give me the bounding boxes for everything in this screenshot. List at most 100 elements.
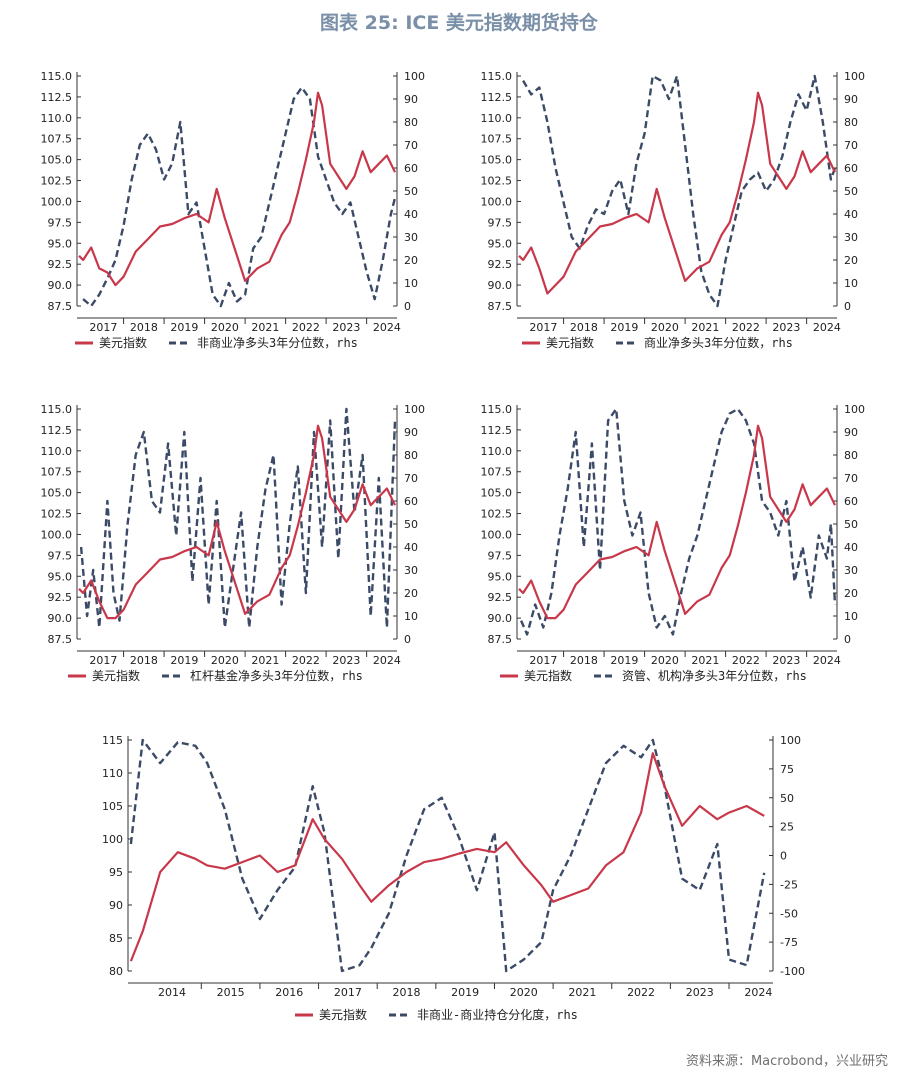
right-tick-label: 30: [844, 564, 858, 577]
x-tick-label: 2023: [772, 654, 800, 667]
right-tick-label: 40: [844, 208, 858, 221]
right-tick-label: 80: [404, 449, 418, 462]
left-tick-label: 100.0: [481, 195, 513, 208]
left-tick-label: 100: [102, 833, 123, 846]
x-tick-label: 2024: [813, 321, 841, 334]
right-tick-label: 30: [404, 564, 418, 577]
x-tick-label: 2023: [772, 321, 800, 334]
left-tick-label: 97.5: [48, 549, 73, 562]
left-tick-label: 95.0: [488, 237, 513, 250]
left-tick-label: 112.5: [481, 424, 513, 437]
right-tick-label: 80: [844, 449, 858, 462]
right-tick-label: -50: [780, 907, 798, 920]
legend-label-index: 美元指数: [99, 335, 147, 350]
x-tick-label: 2018: [570, 321, 598, 334]
x-tick-label: 2019: [170, 654, 198, 667]
right-tick-label: 50: [844, 518, 858, 531]
legend-label-index: 美元指数: [524, 668, 572, 683]
left-tick-label: 87.5: [488, 300, 513, 313]
x-tick-label: 2024: [373, 321, 401, 334]
x-tick-label: 2018: [570, 654, 598, 667]
left-tick-label: 87.5: [488, 633, 513, 646]
x-tick-label: 2019: [610, 654, 638, 667]
right-tick-label: 60: [404, 162, 418, 175]
right-tick-label: 50: [404, 518, 418, 531]
left-tick-label: 110.0: [41, 445, 73, 458]
left-tick-label: 92.5: [488, 591, 513, 604]
left-tick-label: 110.0: [481, 445, 513, 458]
right-tick-label: 70: [404, 139, 418, 152]
left-tick-label: 105: [102, 800, 123, 813]
dollar-index-line: [78, 91, 396, 287]
chart-panel-2: 115.0 112.5 110.0 107.5 105.0 102.5 100.0 97.5 9…: [481, 70, 866, 350]
left-tick-label: 115.0: [41, 403, 73, 416]
left-tick-label: 95.0: [488, 570, 513, 583]
x-tick-label: 2016: [275, 986, 303, 999]
positions-series-line: [522, 74, 837, 308]
left-tick-label: 105.0: [481, 154, 513, 167]
left-tick-label: 90.0: [48, 279, 73, 292]
right-tick-label: 20: [844, 254, 858, 267]
right-tick-label: 50: [404, 185, 418, 198]
x-tick-label: 2017: [334, 986, 362, 999]
right-tick-label: 90: [844, 426, 858, 439]
x-tick-label: 2020: [651, 321, 679, 334]
x-tick-label: 2022: [732, 654, 760, 667]
source-note: 资料来源：Macrobond，兴业研究: [685, 1054, 888, 1069]
right-tick-label: 70: [844, 139, 858, 152]
left-tick-label: 92.5: [488, 258, 513, 271]
x-tick-label: 2023: [332, 321, 360, 334]
right-tick-label: 100: [844, 403, 865, 416]
right-tick-label: 60: [404, 495, 418, 508]
chart-panel-5: 115 110 105 100 95 90 85 80 100 75 50 25 0 -25 -50 -75 -…: [102, 734, 805, 1022]
left-tick-label: 92.5: [48, 258, 73, 271]
chart-panel-4: 115.0 112.5 110.0 107.5 105.0 102.5 100.0 97.5 9…: [481, 403, 866, 683]
right-tick-label: -100: [780, 965, 805, 978]
chart-panel-1: 115.0 112.5 110.0 107.5 105.0 102.5 100.0 97.5 9…: [41, 70, 426, 350]
x-tick-label: 2023: [686, 986, 714, 999]
right-tick-label: 40: [404, 208, 418, 221]
x-tick-label: 2024: [744, 986, 772, 999]
x-tick-label: 2017: [89, 654, 117, 667]
left-tick-label: 100.0: [481, 528, 513, 541]
left-tick-label: 85: [109, 932, 123, 945]
left-tick-label: 97.5: [48, 216, 73, 229]
positions-series-line: [519, 407, 837, 636]
left-tick-label: 105.0: [41, 487, 73, 500]
right-tick-label: 90: [404, 93, 418, 106]
right-tick-label: 90: [844, 93, 858, 106]
left-tick-label: 97.5: [488, 549, 513, 562]
x-tick-label: 2024: [813, 654, 841, 667]
right-tick-label: 10: [404, 610, 418, 623]
right-tick-label: -25: [780, 878, 798, 891]
x-tick-label: 2021: [568, 986, 596, 999]
right-tick-label: 0: [780, 850, 787, 863]
right-tick-label: 30: [404, 231, 418, 244]
left-tick-label: 87.5: [48, 633, 73, 646]
right-tick-label: 75: [780, 763, 794, 776]
left-tick-label: 112.5: [481, 91, 513, 104]
x-tick-label: 2019: [170, 321, 198, 334]
left-tick-label: 95.0: [48, 237, 73, 250]
left-tick-label: 90: [109, 899, 123, 912]
right-tick-label: 20: [404, 587, 418, 600]
x-tick-label: 2020: [211, 321, 239, 334]
legend-label-index: 美元指数: [92, 668, 140, 683]
legend-label-positions: 非商业-商业持仓分化度，rhs: [417, 1007, 578, 1022]
right-tick-label: 0: [844, 633, 851, 646]
right-tick-label: 60: [844, 495, 858, 508]
x-tick-label: 2024: [373, 654, 401, 667]
left-tick-label: 95: [109, 866, 123, 879]
x-tick-label: 2022: [292, 321, 320, 334]
dollar-index-line: [78, 424, 396, 620]
left-tick-label: 102.5: [41, 175, 73, 188]
chart-panel-3: 115.0 112.5 110.0 107.5 105.0 102.5 100.0 97.5 9…: [41, 403, 426, 683]
left-tick-label: 95.0: [48, 570, 73, 583]
x-tick-label: 2020: [510, 986, 538, 999]
x-tick-label: 2018: [130, 321, 158, 334]
x-tick-label: 2017: [529, 654, 557, 667]
dollar-index-line: [518, 91, 836, 295]
legend-label-index: 美元指数: [319, 1007, 367, 1022]
left-tick-label: 115.0: [481, 70, 513, 83]
